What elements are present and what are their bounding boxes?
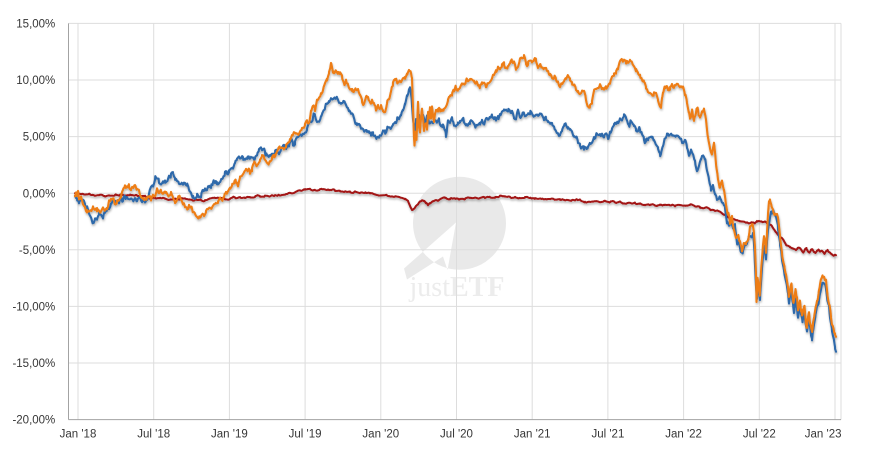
svg-text:10,00%: 10,00% (16, 75, 55, 87)
svg-text:Jan '19: Jan '19 (211, 429, 248, 441)
svg-text:-5,00%: -5,00% (19, 245, 55, 257)
svg-text:Jan '22: Jan '22 (665, 429, 702, 441)
svg-text:5,00%: 5,00% (23, 132, 56, 144)
svg-text:0,00%: 0,00% (23, 188, 56, 200)
svg-text:-20,00%: -20,00% (12, 415, 55, 427)
svg-text:-10,00%: -10,00% (12, 302, 55, 314)
svg-text:Jul '21: Jul '21 (591, 429, 624, 441)
svg-text:-15,00%: -15,00% (12, 358, 55, 370)
svg-text:Jul '20: Jul '20 (440, 429, 473, 441)
svg-text:Jul '19: Jul '19 (289, 429, 322, 441)
svg-text:Jan '21: Jan '21 (514, 429, 551, 441)
svg-text:Jul '22: Jul '22 (743, 429, 776, 441)
svg-text:Jan '18: Jan '18 (60, 429, 97, 441)
svg-text:Jan '20: Jan '20 (362, 429, 399, 441)
svg-text:15,00%: 15,00% (16, 19, 55, 31)
svg-text:Jan '23: Jan '23 (805, 429, 842, 441)
svg-text:Jul '18: Jul '18 (137, 429, 170, 441)
